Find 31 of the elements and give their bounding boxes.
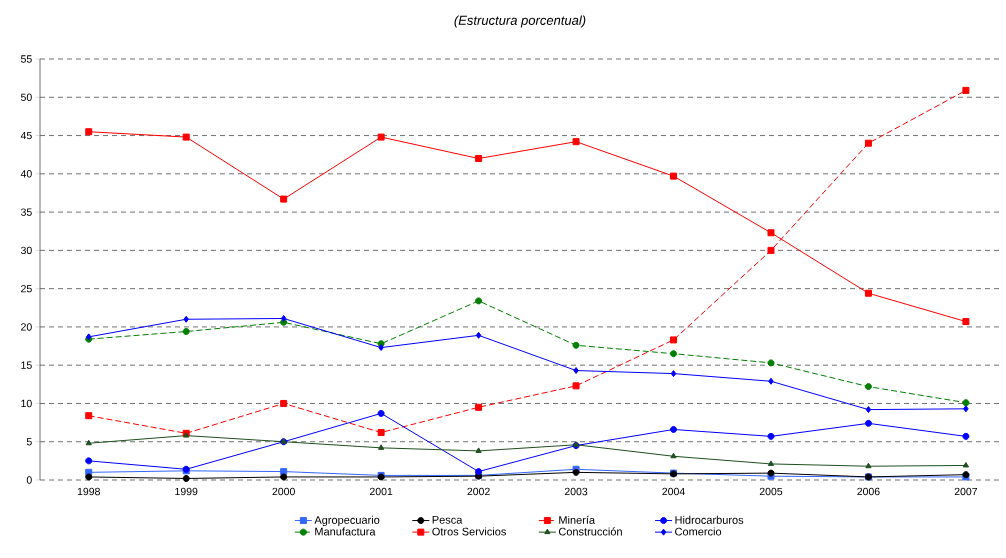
x-tick-label: 2004 (662, 487, 685, 496)
legend-label: Otros Servicios (432, 527, 506, 536)
x-tick-label: 2003 (564, 487, 588, 496)
x-tick-label: 2007 (954, 487, 978, 496)
legend-label: Construcción (558, 527, 622, 536)
legend-label: Manufactura (315, 527, 376, 536)
x-tick-label: 2006 (857, 487, 880, 496)
y-tick-label: 10 (21, 399, 32, 408)
y-tick-label: 30 (20, 246, 32, 255)
legend-label: Comercio (675, 527, 722, 536)
x-tick-label: 2000 (272, 487, 295, 496)
y-tick-label: 0 (26, 476, 32, 484)
y-tick-label: 25 (21, 284, 32, 293)
legend-label: Minería (559, 515, 596, 524)
y-tick-label: 35 (20, 208, 32, 216)
y-tick-label: 15 (21, 361, 32, 369)
y-tick-label: 40 (20, 170, 32, 178)
y-tick-label: 5 (26, 438, 32, 446)
y-tick-label: 50 (20, 93, 32, 101)
x-tick-label: 2001 (369, 487, 393, 496)
chart-title: (Estructura porcentual) (454, 15, 586, 28)
x-tick-label: 1999 (175, 487, 198, 496)
legend-label: Pesca (432, 516, 463, 524)
legend-label: Agropecuario (314, 515, 380, 527)
x-tick-label: 2002 (467, 487, 490, 496)
x-tick-label: 2005 (759, 487, 783, 496)
legend-label: Hidrocarburos (675, 515, 744, 524)
y-tick-label: 45 (20, 131, 32, 140)
x-tick-label: 1998 (77, 487, 100, 496)
y-tick-label: 20 (21, 323, 32, 331)
y-tick-label: 55 (20, 55, 32, 63)
